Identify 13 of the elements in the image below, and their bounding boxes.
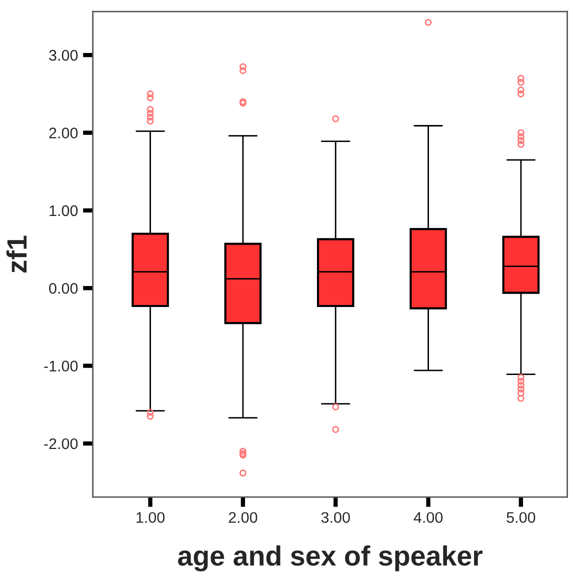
- y-tick-label: 1.00: [50, 205, 78, 216]
- x-tick-label: 3.00: [321, 512, 350, 523]
- y-axis-title: zf1: [6, 236, 27, 272]
- y-tick-label: -2.00: [44, 438, 78, 450]
- y-tick-label: 2.00: [49, 128, 78, 138]
- x-tick-label: 1.00: [136, 512, 165, 523]
- y-tick-label: 3.00: [49, 50, 78, 61]
- x-tick-label: 5.00: [506, 512, 536, 523]
- x-axis-title: age and sex of speaker: [178, 545, 482, 572]
- x-tick-label: 2.00: [228, 512, 258, 523]
- y-tick-label: 0.00: [49, 282, 78, 294]
- y-tick-label: -1.00: [44, 360, 78, 372]
- x-tick-label: 4.00: [414, 512, 443, 523]
